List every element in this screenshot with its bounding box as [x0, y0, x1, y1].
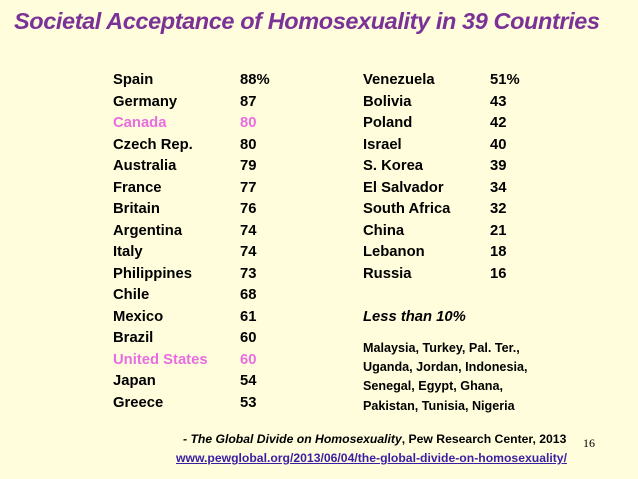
country-row: Spain 88% [113, 70, 293, 92]
country-row: Argentina 74 [113, 221, 293, 243]
country-name: S. Korea [363, 158, 424, 174]
less-than-countries: Malaysia, Turkey, Pal. Ter., Uganda, Jor… [363, 339, 573, 416]
source-link[interactable]: www.pewglobal.org/2013/06/04/the-global-… [176, 451, 567, 465]
country-row: Chile 68 [113, 285, 293, 307]
country-row: Mexico 61 [113, 307, 293, 329]
acceptance-value: 79 [240, 158, 257, 174]
country-row: France 77 [113, 178, 293, 200]
country-name: Chile [113, 287, 150, 303]
country-name: Italy [113, 244, 143, 260]
acceptance-value: 43 [490, 93, 507, 110]
acceptance-value: 40 [490, 136, 507, 153]
country-row: Italy 74 [113, 242, 293, 264]
acceptance-value: 39 [490, 158, 507, 174]
acceptance-value: 80 [240, 115, 257, 131]
acceptance-value: 16 [490, 265, 507, 282]
country-name: Japan [113, 373, 156, 389]
acceptance-value: 61 [240, 308, 257, 325]
acceptance-value: 60 [240, 330, 257, 346]
acceptance-value: 32 [490, 201, 507, 217]
country-row: South Africa 32 [363, 199, 563, 221]
country-row: Venezuela 51% [363, 70, 563, 92]
country-row: Australia 79 [113, 156, 293, 178]
country-name: El Salvador [363, 179, 444, 196]
country-name: Spain [113, 72, 154, 88]
acceptance-value: 18 [490, 244, 507, 260]
less-than-heading: Less than 10% [363, 309, 466, 325]
acceptance-value: 74 [240, 222, 257, 239]
acceptance-value: 42 [490, 115, 507, 131]
country-name: Brazil [113, 330, 154, 346]
country-name: Bolivia [363, 93, 412, 110]
country-name: Czech Rep. [113, 136, 193, 153]
country-row: China 21 [363, 221, 563, 243]
country-name: Greece [113, 394, 164, 411]
acceptance-value: 74 [240, 244, 257, 260]
acceptance-value: 73 [240, 265, 257, 282]
country-row: United States 60 [113, 350, 293, 372]
country-row: Bolivia 43 [363, 92, 563, 114]
left-country-list: Spain 88% Germany 87 Canada 80 Czech Rep. 80 Aus… [113, 70, 293, 414]
acceptance-value: 34 [490, 179, 507, 196]
acceptance-value: 88% [240, 72, 270, 88]
country-name: Britain [113, 201, 160, 217]
country-name: United States [113, 351, 208, 368]
acceptance-value: 51% [490, 72, 520, 88]
country-row: El Salvador 34 [363, 178, 563, 200]
country-name: Philippines [113, 265, 192, 282]
less-than-line: Pakistan, Tunisia, Nigeria [363, 398, 515, 413]
country-row: Britain 76 [113, 199, 293, 221]
acceptance-value: 76 [240, 201, 257, 217]
acceptance-value: 87 [240, 93, 257, 110]
acceptance-value: 60 [240, 351, 257, 368]
right-country-list: Venezuela 51% Bolivia 43 Poland 42 Israel 40 S. … [363, 70, 563, 285]
less-than-line: Senegal, Egypt, Ghana, [363, 379, 503, 394]
country-row: Japan 54 [113, 371, 293, 393]
country-row: Philippines 73 [113, 264, 293, 286]
country-row: Greece 53 [113, 393, 293, 415]
page-title: Societal Acceptance of Homosexuality in … [14, 8, 600, 34]
acceptance-value: 21 [490, 222, 507, 239]
country-name: Australia [113, 158, 177, 174]
country-name: Canada [113, 115, 167, 131]
country-name: France [113, 179, 162, 196]
country-name: South Africa [363, 201, 451, 217]
acceptance-value: 68 [240, 287, 257, 303]
country-row: Germany 87 [113, 92, 293, 114]
country-name: Poland [363, 115, 413, 131]
country-row: Israel 40 [363, 135, 563, 157]
country-name: Mexico [113, 308, 164, 325]
less-than-line: Malaysia, Turkey, Pal. Ter., [363, 341, 520, 355]
country-row: Czech Rep. 80 [113, 135, 293, 157]
country-name: Russia [363, 265, 412, 282]
country-row: Brazil 60 [113, 328, 293, 350]
less-than-line: Uganda, Jordan, Indonesia, [363, 360, 528, 375]
source-title: - The Global Divide on Homosexuality [183, 432, 402, 446]
acceptance-value: 80 [240, 136, 257, 153]
country-name: Israel [363, 136, 402, 153]
country-row: Poland 42 [363, 113, 563, 135]
country-name: Germany [113, 93, 178, 110]
source-publisher: , Pew Research Center, 2013 [401, 432, 567, 446]
country-row: S. Korea 39 [363, 156, 563, 178]
acceptance-value: 54 [240, 373, 257, 389]
source-citation: - The Global Divide on Homosexuality, Pe… [183, 432, 566, 446]
country-name: Venezuela [363, 72, 435, 88]
acceptance-value: 53 [240, 394, 257, 411]
country-name: China [363, 222, 405, 239]
acceptance-value: 77 [240, 179, 257, 196]
country-row: Lebanon 18 [363, 242, 563, 264]
country-row: Russia 16 [363, 264, 563, 286]
country-name: Lebanon [363, 244, 425, 260]
country-row: Canada 80 [113, 113, 293, 135]
page-number: 16 [583, 436, 595, 450]
country-name: Argentina [113, 222, 183, 239]
